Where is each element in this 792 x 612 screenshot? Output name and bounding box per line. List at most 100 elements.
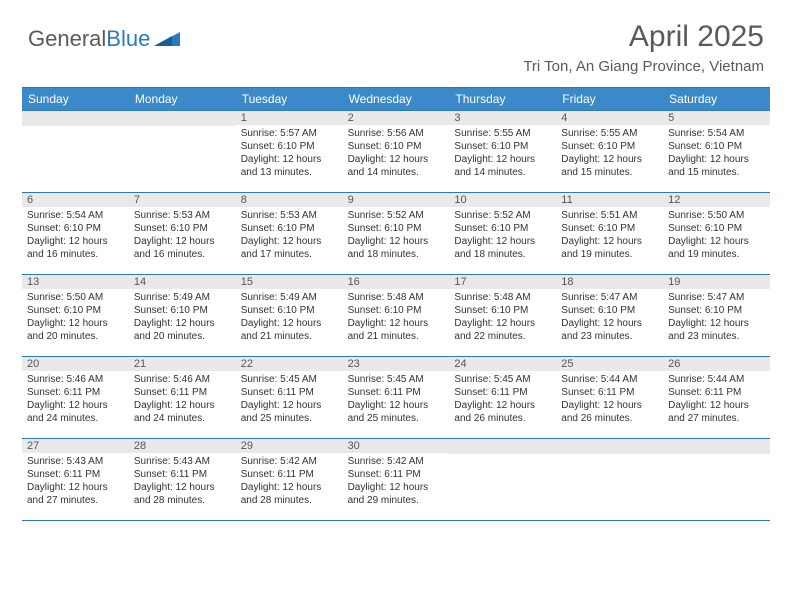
calendar-cell: 25Sunrise: 5:44 AMSunset: 6:11 PMDayligh…: [556, 356, 663, 438]
day-number: [556, 439, 663, 454]
sunset-text: Sunset: 6:11 PM: [27, 468, 124, 481]
header: GeneralBlue April 2025 Tri Ton, An Giang…: [0, 0, 792, 83]
sunrise-text: Sunrise: 5:45 AM: [454, 373, 551, 386]
day-number: 6: [22, 193, 129, 207]
daylight-text: Daylight: 12 hours and 21 minutes.: [241, 317, 338, 343]
day-number: 24: [449, 357, 556, 371]
calendar-cell: 14Sunrise: 5:49 AMSunset: 6:10 PMDayligh…: [129, 274, 236, 356]
day-details: Sunrise: 5:46 AMSunset: 6:11 PMDaylight:…: [129, 371, 236, 425]
day-number: [22, 111, 129, 126]
sunset-text: Sunset: 6:11 PM: [454, 386, 551, 399]
sunrise-text: Sunrise: 5:42 AM: [241, 455, 338, 468]
day-details: Sunrise: 5:42 AMSunset: 6:11 PMDaylight:…: [236, 453, 343, 507]
sunset-text: Sunset: 6:11 PM: [668, 386, 765, 399]
day-number: 16: [343, 275, 450, 289]
daylight-text: Daylight: 12 hours and 28 minutes.: [134, 481, 231, 507]
daylight-text: Daylight: 12 hours and 22 minutes.: [454, 317, 551, 343]
day-number: 1: [236, 111, 343, 125]
day-number: 19: [663, 275, 770, 289]
daylight-text: Daylight: 12 hours and 19 minutes.: [668, 235, 765, 261]
sunset-text: Sunset: 6:10 PM: [348, 222, 445, 235]
day-number: 28: [129, 439, 236, 453]
day-header: Thursday: [449, 88, 556, 110]
sunset-text: Sunset: 6:10 PM: [241, 222, 338, 235]
day-number: [129, 111, 236, 126]
day-header: Friday: [556, 88, 663, 110]
sunrise-text: Sunrise: 5:44 AM: [561, 373, 658, 386]
calendar-cell: 27Sunrise: 5:43 AMSunset: 6:11 PMDayligh…: [22, 438, 129, 520]
day-details: Sunrise: 5:54 AMSunset: 6:10 PMDaylight:…: [22, 207, 129, 261]
day-details: Sunrise: 5:42 AMSunset: 6:11 PMDaylight:…: [343, 453, 450, 507]
calendar-cell: 22Sunrise: 5:45 AMSunset: 6:11 PMDayligh…: [236, 356, 343, 438]
sunset-text: Sunset: 6:11 PM: [241, 468, 338, 481]
sunrise-text: Sunrise: 5:45 AM: [241, 373, 338, 386]
sunrise-text: Sunrise: 5:44 AM: [668, 373, 765, 386]
daylight-text: Daylight: 12 hours and 19 minutes.: [561, 235, 658, 261]
daylight-text: Daylight: 12 hours and 14 minutes.: [454, 153, 551, 179]
sunrise-text: Sunrise: 5:53 AM: [241, 209, 338, 222]
daylight-text: Daylight: 12 hours and 28 minutes.: [241, 481, 338, 507]
day-header: Wednesday: [343, 88, 450, 110]
calendar-cell: 4Sunrise: 5:55 AMSunset: 6:10 PMDaylight…: [556, 110, 663, 192]
day-details: Sunrise: 5:55 AMSunset: 6:10 PMDaylight:…: [449, 125, 556, 179]
sunrise-text: Sunrise: 5:52 AM: [348, 209, 445, 222]
sunset-text: Sunset: 6:10 PM: [561, 222, 658, 235]
day-details: Sunrise: 5:56 AMSunset: 6:10 PMDaylight:…: [343, 125, 450, 179]
day-details: Sunrise: 5:45 AMSunset: 6:11 PMDaylight:…: [449, 371, 556, 425]
sunset-text: Sunset: 6:10 PM: [241, 304, 338, 317]
sunrise-text: Sunrise: 5:56 AM: [348, 127, 445, 140]
day-details: Sunrise: 5:51 AMSunset: 6:10 PMDaylight:…: [556, 207, 663, 261]
day-number: [663, 439, 770, 454]
calendar-cell: 2Sunrise: 5:56 AMSunset: 6:10 PMDaylight…: [343, 110, 450, 192]
sunrise-text: Sunrise: 5:57 AM: [241, 127, 338, 140]
day-details: Sunrise: 5:44 AMSunset: 6:11 PMDaylight:…: [556, 371, 663, 425]
day-number: [449, 439, 556, 454]
title-block: April 2025 Tri Ton, An Giang Province, V…: [523, 20, 764, 75]
sunset-text: Sunset: 6:11 PM: [27, 386, 124, 399]
calendar-cell: 11Sunrise: 5:51 AMSunset: 6:10 PMDayligh…: [556, 192, 663, 274]
calendar-cell: 19Sunrise: 5:47 AMSunset: 6:10 PMDayligh…: [663, 274, 770, 356]
brand-part2: Blue: [106, 26, 150, 52]
daylight-text: Daylight: 12 hours and 20 minutes.: [134, 317, 231, 343]
sunset-text: Sunset: 6:11 PM: [134, 468, 231, 481]
sunset-text: Sunset: 6:11 PM: [134, 386, 231, 399]
daylight-text: Daylight: 12 hours and 26 minutes.: [561, 399, 658, 425]
daylight-text: Daylight: 12 hours and 21 minutes.: [348, 317, 445, 343]
sunrise-text: Sunrise: 5:46 AM: [27, 373, 124, 386]
calendar-cell: 13Sunrise: 5:50 AMSunset: 6:10 PMDayligh…: [22, 274, 129, 356]
day-details: Sunrise: 5:53 AMSunset: 6:10 PMDaylight:…: [129, 207, 236, 261]
day-details: Sunrise: 5:54 AMSunset: 6:10 PMDaylight:…: [663, 125, 770, 179]
calendar-cell: 3Sunrise: 5:55 AMSunset: 6:10 PMDaylight…: [449, 110, 556, 192]
daylight-text: Daylight: 12 hours and 14 minutes.: [348, 153, 445, 179]
day-details: Sunrise: 5:50 AMSunset: 6:10 PMDaylight:…: [663, 207, 770, 261]
sunrise-text: Sunrise: 5:43 AM: [134, 455, 231, 468]
sunset-text: Sunset: 6:11 PM: [348, 386, 445, 399]
calendar-grid: SundayMondayTuesdayWednesdayThursdayFrid…: [0, 88, 792, 520]
day-number: 5: [663, 111, 770, 125]
brand-logo: GeneralBlue: [28, 26, 180, 52]
day-details: Sunrise: 5:52 AMSunset: 6:10 PMDaylight:…: [343, 207, 450, 261]
sunrise-text: Sunrise: 5:49 AM: [241, 291, 338, 304]
day-header: Saturday: [663, 88, 770, 110]
logo-triangle-icon: [154, 26, 180, 52]
day-number: 18: [556, 275, 663, 289]
sunrise-text: Sunrise: 5:53 AM: [134, 209, 231, 222]
calendar-cell: 17Sunrise: 5:48 AMSunset: 6:10 PMDayligh…: [449, 274, 556, 356]
day-details: Sunrise: 5:48 AMSunset: 6:10 PMDaylight:…: [343, 289, 450, 343]
sunrise-text: Sunrise: 5:50 AM: [27, 291, 124, 304]
calendar-cell: 26Sunrise: 5:44 AMSunset: 6:11 PMDayligh…: [663, 356, 770, 438]
day-details: Sunrise: 5:45 AMSunset: 6:11 PMDaylight:…: [343, 371, 450, 425]
calendar-cell: 30Sunrise: 5:42 AMSunset: 6:11 PMDayligh…: [343, 438, 450, 520]
day-number: 9: [343, 193, 450, 207]
calendar-cell: 28 Sunrise: 5:43 AMSunset: 6:11 PMDayligh…: [129, 438, 236, 520]
day-number: 20: [22, 357, 129, 371]
sunrise-text: Sunrise: 5:47 AM: [668, 291, 765, 304]
calendar-cell: 7Sunrise: 5:53 AMSunset: 6:10 PMDaylight…: [129, 192, 236, 274]
sunset-text: Sunset: 6:10 PM: [27, 222, 124, 235]
calendar-cell: [449, 438, 556, 520]
day-details: Sunrise: 5:49 AMSunset: 6:10 PMDaylight:…: [236, 289, 343, 343]
sunset-text: Sunset: 6:10 PM: [348, 304, 445, 317]
day-details: Sunrise: 5:57 AMSunset: 6:10 PMDaylight:…: [236, 125, 343, 179]
calendar-cell: 21Sunrise: 5:46 AMSunset: 6:11 PMDayligh…: [129, 356, 236, 438]
sunset-text: Sunset: 6:10 PM: [561, 140, 658, 153]
